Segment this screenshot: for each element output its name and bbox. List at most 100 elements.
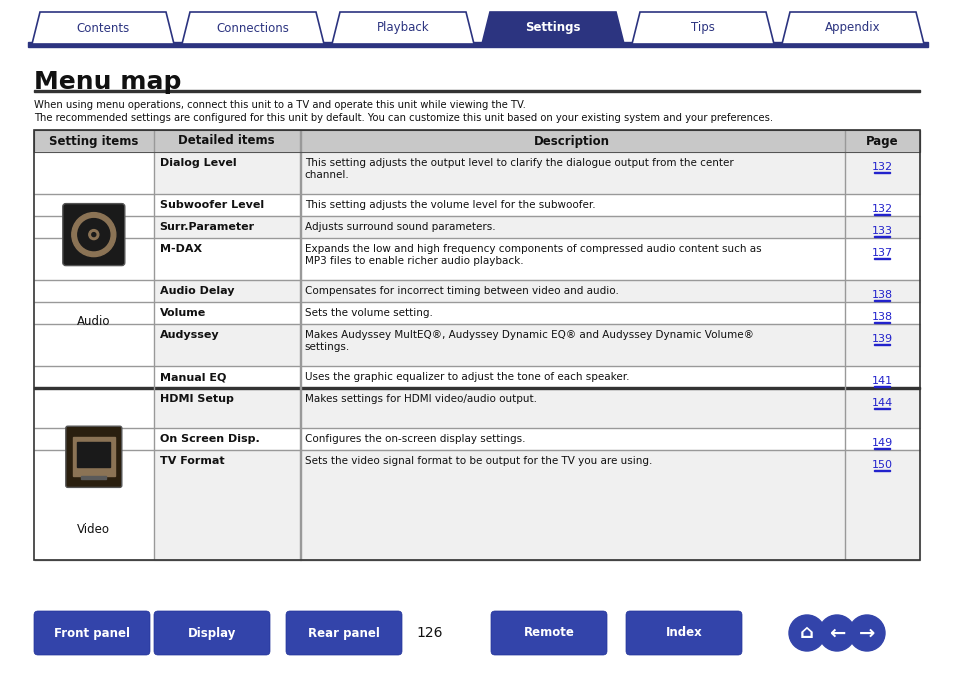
- Bar: [81, 476, 106, 479]
- Text: Video: Video: [77, 522, 111, 536]
- Text: Audio Delay: Audio Delay: [159, 286, 233, 296]
- Text: 150: 150: [871, 460, 892, 470]
- Text: Front panel: Front panel: [54, 627, 130, 639]
- Polygon shape: [332, 12, 474, 44]
- Text: Settings: Settings: [525, 22, 580, 34]
- Bar: [874, 322, 889, 323]
- Bar: [28, 42, 927, 47]
- Text: TV Format: TV Format: [159, 456, 224, 466]
- FancyBboxPatch shape: [286, 611, 401, 655]
- Bar: [34, 130, 919, 152]
- Text: channel.: channel.: [304, 170, 349, 180]
- Text: Manual EQ: Manual EQ: [159, 372, 226, 382]
- Text: On Screen Disp.: On Screen Disp.: [159, 434, 259, 444]
- Bar: [34, 90, 919, 92]
- Text: Rear panel: Rear panel: [308, 627, 379, 639]
- Bar: [874, 386, 889, 387]
- Circle shape: [71, 213, 115, 256]
- Text: ⌂: ⌂: [800, 623, 813, 643]
- Text: Index: Index: [665, 627, 701, 639]
- Polygon shape: [32, 12, 173, 44]
- Polygon shape: [481, 12, 623, 44]
- Bar: [153, 324, 919, 366]
- Text: Playback: Playback: [376, 22, 429, 34]
- Text: Detailed items: Detailed items: [178, 135, 274, 147]
- Bar: [34, 559, 919, 561]
- Text: 144: 144: [871, 398, 892, 408]
- Text: Menu map: Menu map: [34, 70, 181, 94]
- Bar: [153, 238, 919, 280]
- Text: 141: 141: [871, 376, 892, 386]
- Text: Dialog Level: Dialog Level: [159, 158, 236, 168]
- Text: Connections: Connections: [216, 22, 289, 34]
- Bar: [34, 387, 919, 389]
- Text: Adjusts surround sound parameters.: Adjusts surround sound parameters.: [304, 222, 495, 232]
- Text: Appendix: Appendix: [824, 22, 880, 34]
- Text: →: →: [858, 623, 874, 643]
- Text: 138: 138: [871, 312, 892, 322]
- Bar: [874, 470, 889, 471]
- Text: This setting adjusts the output level to clarify the dialogue output from the ce: This setting adjusts the output level to…: [304, 158, 733, 168]
- Polygon shape: [182, 12, 324, 44]
- Text: 149: 149: [871, 438, 892, 448]
- Text: Audio: Audio: [77, 316, 111, 328]
- FancyBboxPatch shape: [153, 611, 270, 655]
- Text: Surr.Parameter: Surr.Parameter: [159, 222, 254, 232]
- Text: Makes settings for HDMI video/audio output.: Makes settings for HDMI video/audio outp…: [304, 394, 537, 404]
- Bar: [874, 214, 889, 215]
- Text: Expands the low and high frequency components of compressed audio content such a: Expands the low and high frequency compo…: [304, 244, 760, 254]
- FancyBboxPatch shape: [34, 611, 150, 655]
- Bar: [77, 442, 111, 468]
- Bar: [153, 428, 919, 450]
- Bar: [874, 300, 889, 301]
- Bar: [874, 236, 889, 237]
- Bar: [153, 366, 919, 388]
- Text: 139: 139: [871, 334, 892, 344]
- FancyBboxPatch shape: [63, 204, 125, 266]
- Bar: [34, 152, 153, 388]
- Text: Makes Audyssey MultEQ®, Audyssey Dynamic EQ® and Audyssey Dynamic Volume®: Makes Audyssey MultEQ®, Audyssey Dynamic…: [304, 330, 753, 340]
- Bar: [153, 216, 919, 238]
- Text: Sets the video signal format to be output for the TV you are using.: Sets the video signal format to be outpu…: [304, 456, 652, 466]
- Circle shape: [89, 229, 99, 240]
- Bar: [874, 172, 889, 173]
- Bar: [874, 408, 889, 409]
- Bar: [874, 258, 889, 259]
- Bar: [153, 152, 919, 194]
- Bar: [153, 280, 919, 302]
- Text: Audyssey: Audyssey: [159, 330, 219, 340]
- Text: HDMI Setup: HDMI Setup: [159, 394, 233, 404]
- Circle shape: [91, 233, 95, 237]
- Polygon shape: [631, 12, 773, 44]
- Text: MP3 files to enable richer audio playback.: MP3 files to enable richer audio playbac…: [304, 256, 523, 266]
- Bar: [34, 215, 919, 216]
- FancyBboxPatch shape: [491, 611, 606, 655]
- Bar: [34, 279, 919, 280]
- Text: Volume: Volume: [159, 308, 206, 318]
- FancyBboxPatch shape: [66, 426, 122, 487]
- Text: settings.: settings.: [304, 342, 350, 352]
- Circle shape: [78, 219, 110, 250]
- Bar: [153, 302, 919, 324]
- Bar: [34, 365, 919, 366]
- Text: The recommended settings are configured for this unit by default. You can custom: The recommended settings are configured …: [34, 113, 772, 123]
- Bar: [153, 194, 919, 216]
- Text: Compensates for incorrect timing between video and audio.: Compensates for incorrect timing between…: [304, 286, 618, 296]
- Bar: [34, 130, 919, 152]
- Text: Display: Display: [188, 627, 236, 639]
- Bar: [73, 437, 114, 476]
- Text: Subwoofer Level: Subwoofer Level: [159, 200, 263, 210]
- Text: Sets the volume setting.: Sets the volume setting.: [304, 308, 433, 318]
- Text: 138: 138: [871, 290, 892, 300]
- Bar: [874, 448, 889, 449]
- Text: This setting adjusts the volume level for the subwoofer.: This setting adjusts the volume level fo…: [304, 200, 595, 210]
- FancyBboxPatch shape: [625, 611, 741, 655]
- Text: Configures the on-screen display settings.: Configures the on-screen display setting…: [304, 434, 525, 444]
- Text: Description: Description: [534, 135, 610, 147]
- Text: 132: 132: [871, 162, 892, 172]
- Text: 133: 133: [871, 226, 892, 236]
- Text: 137: 137: [871, 248, 892, 258]
- Text: When using menu operations, connect this unit to a TV and operate this unit whil: When using menu operations, connect this…: [34, 100, 525, 110]
- Circle shape: [818, 615, 854, 651]
- Text: Remote: Remote: [523, 627, 574, 639]
